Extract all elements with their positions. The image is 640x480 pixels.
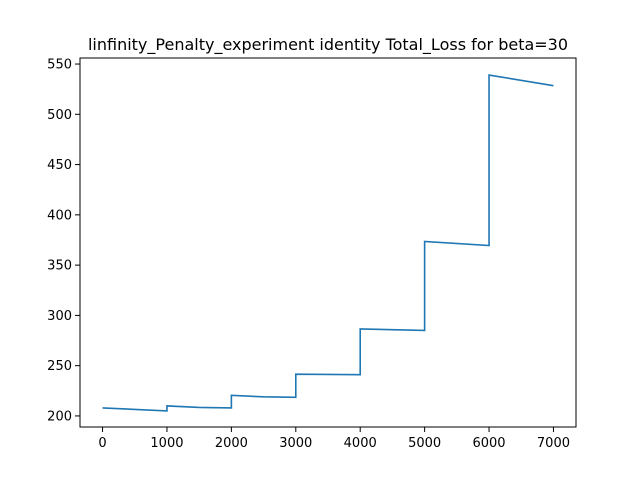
x-tick-label: 0 [98,436,106,451]
series-layer [102,74,554,412]
y-axis: 200 250 300 350 400 450 500 550 [47,58,80,424]
x-tick-label: 7000 [537,436,570,451]
x-tick-label: 2000 [215,436,248,451]
y-tick-label: 250 [47,359,72,374]
x-tick-label: 6000 [472,436,505,451]
series-line [102,74,554,412]
x-tick-label: 5000 [408,436,441,451]
x-axis: 0 1000 2000 3000 4000 5000 6000 7000 [98,427,570,451]
y-tick-label: 300 [47,309,72,324]
y-tick-label: 200 [47,409,72,424]
y-tick-label: 400 [47,208,72,223]
x-tick-label: 1000 [150,436,183,451]
y-tick-label: 550 [47,58,72,73]
x-tick-label: 4000 [344,436,377,451]
x-tick-label: 3000 [279,436,312,451]
y-tick-label: 350 [47,259,72,274]
y-tick-label: 500 [47,108,72,123]
chart-title: linfinity_Penalty_experiment identity To… [88,35,568,55]
y-tick-label: 450 [47,158,72,173]
plot-frame [79,57,577,428]
